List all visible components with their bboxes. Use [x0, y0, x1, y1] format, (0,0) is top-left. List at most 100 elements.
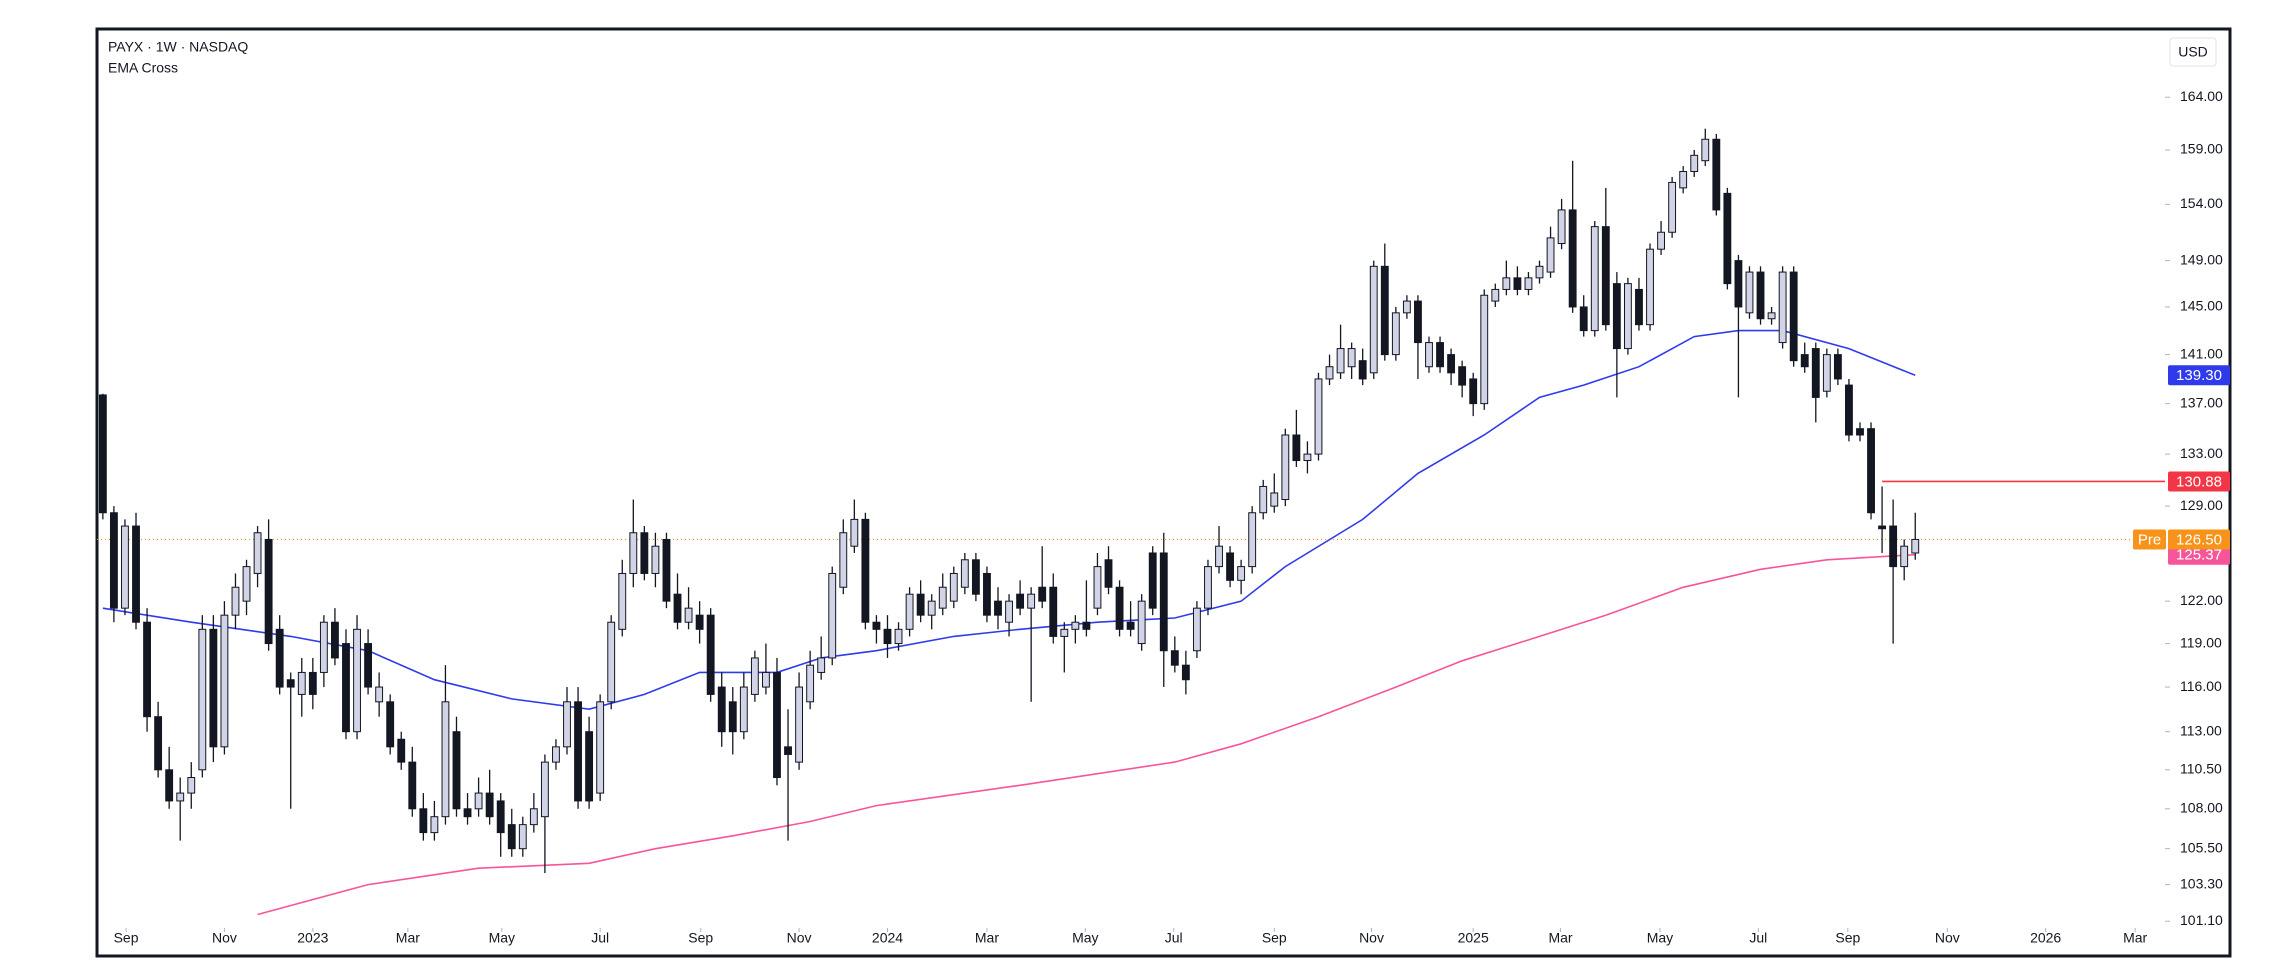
candle-body [850, 518, 859, 547]
candle-body [1701, 138, 1710, 162]
currency-box[interactable] [2169, 37, 2217, 67]
level-price-tag-box [2168, 471, 2230, 492]
candle-body [132, 525, 140, 623]
candle-body [1557, 209, 1566, 245]
x-tick-label: Jul [1165, 930, 1183, 946]
candle-body [463, 808, 472, 818]
candle-body [673, 593, 682, 623]
candle-body [795, 686, 804, 763]
candle-body [1646, 248, 1654, 326]
ema-line [102, 329, 1916, 711]
candle-body [154, 716, 163, 771]
candle-body [1248, 512, 1257, 568]
candle-body [1369, 265, 1378, 374]
x-tick-label: Mar [396, 930, 420, 946]
candle-body [607, 621, 616, 703]
y-tick-label: 105.50 [2180, 839, 2223, 855]
candle-body [1049, 586, 1058, 637]
x-tick-label: May [1072, 930, 1098, 946]
candle-body [629, 532, 638, 574]
candle-body [364, 643, 373, 688]
candle-body [994, 600, 1002, 616]
candle-body [938, 586, 947, 609]
candle-body [717, 686, 726, 733]
y-tick-label: 154.00 [2180, 195, 2223, 211]
candle-body [960, 559, 969, 588]
candle-body [839, 532, 848, 588]
candle-body [353, 628, 361, 733]
x-tick-label: Nov [1359, 930, 1384, 946]
candle-body [1358, 360, 1367, 380]
y-tick-label: 110.50 [2180, 761, 2222, 777]
candle-body [1679, 171, 1688, 189]
candle-body [1380, 265, 1389, 356]
candle-body [375, 686, 384, 703]
x-tick-label: 2026 [2030, 930, 2061, 946]
candle-body [1425, 342, 1433, 368]
candle-body [485, 792, 494, 818]
candle-body [1436, 342, 1444, 368]
candle-body [883, 628, 892, 645]
y-tick-label: 149.00 [2180, 251, 2223, 267]
candle-body [1524, 277, 1533, 290]
candle-body [894, 628, 903, 645]
candle-body [1060, 628, 1069, 637]
candle-body [1270, 492, 1279, 507]
x-tick-label: Sep [114, 930, 139, 946]
candle-body [1635, 288, 1643, 326]
y-tick-label: 164.00 [2180, 88, 2223, 104]
candle-body [1104, 559, 1113, 588]
candle-body [98, 394, 107, 514]
candle-body [1845, 384, 1853, 436]
candle-body [1093, 566, 1102, 609]
y-tick-label: 103.30 [2180, 875, 2223, 891]
candle-body [596, 701, 605, 794]
candle-body [706, 614, 715, 695]
candle-body [1402, 300, 1411, 314]
candle-body [386, 701, 395, 748]
candle-body [651, 545, 660, 574]
ema-price-tag: 125.37 [2176, 547, 2222, 564]
candle-body [1314, 378, 1323, 455]
candle-body [1148, 552, 1157, 609]
candle-body [1215, 545, 1223, 568]
candle-body [773, 671, 781, 779]
pre-market-label: Pre [2138, 531, 2161, 548]
x-tick-label: Sep [1262, 930, 1287, 946]
candle-body [552, 746, 560, 763]
candle-body [1657, 231, 1665, 250]
currency[interactable]: USD [2178, 44, 2208, 60]
candle-body [1458, 366, 1467, 386]
candle-body [1723, 192, 1732, 285]
x-tick-label: May [489, 930, 515, 946]
candle-body [319, 621, 328, 673]
y-tick-label: 113.00 [2180, 722, 2222, 738]
candle-body [1833, 354, 1842, 380]
candle-body [452, 731, 461, 810]
x-tick-label: 2025 [1458, 930, 1489, 946]
candle-body [1900, 545, 1909, 568]
candle-body [1347, 348, 1356, 368]
ema-price-tag-box [2168, 365, 2230, 386]
candle-body [1734, 260, 1743, 308]
candle-body [1502, 277, 1511, 290]
candle-body [1391, 312, 1400, 356]
candle-body [1623, 283, 1632, 350]
candle-body [209, 628, 218, 748]
candle-body [1336, 348, 1345, 374]
candle-body [408, 761, 417, 810]
candle-body [784, 746, 792, 755]
candle-body [563, 701, 571, 748]
candle-body [518, 824, 527, 850]
candle-body [750, 657, 759, 695]
candle-body [1878, 525, 1887, 530]
candle-body [1192, 607, 1201, 652]
candle-body [1767, 312, 1776, 320]
x-tick-label: Mar [1548, 930, 1572, 946]
candle-body [1590, 226, 1599, 332]
candle-body [1259, 485, 1268, 514]
candle-body [695, 614, 704, 630]
candle-body [1027, 593, 1036, 609]
candle-body [1159, 552, 1168, 652]
